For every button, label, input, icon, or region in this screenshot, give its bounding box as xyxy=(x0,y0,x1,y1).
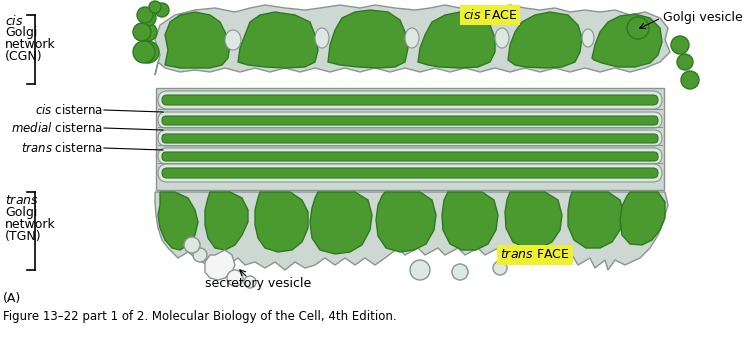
Text: network: network xyxy=(5,38,56,51)
Polygon shape xyxy=(620,192,665,245)
FancyBboxPatch shape xyxy=(158,148,662,164)
Polygon shape xyxy=(155,192,668,270)
Polygon shape xyxy=(508,12,582,68)
Circle shape xyxy=(139,23,157,41)
Circle shape xyxy=(137,7,153,23)
Text: $\it{trans}$ cisterna: $\it{trans}$ cisterna xyxy=(21,141,103,155)
FancyBboxPatch shape xyxy=(162,168,658,178)
Text: Figure 13–22 part 1 of 2. Molecular Biology of the Cell, 4th Edition.: Figure 13–22 part 1 of 2. Molecular Biol… xyxy=(3,310,397,323)
Polygon shape xyxy=(205,250,235,280)
Text: $\it{trans}$ FACE: $\it{trans}$ FACE xyxy=(500,248,570,262)
Polygon shape xyxy=(418,12,495,68)
Circle shape xyxy=(677,54,693,70)
Circle shape xyxy=(133,23,151,41)
Text: $\it{cis}$: $\it{cis}$ xyxy=(5,14,24,28)
Circle shape xyxy=(681,71,699,89)
Text: $\it{medial}$ cisterna: $\it{medial}$ cisterna xyxy=(11,121,103,135)
FancyBboxPatch shape xyxy=(158,112,662,128)
Circle shape xyxy=(137,41,159,63)
Circle shape xyxy=(227,270,243,286)
FancyBboxPatch shape xyxy=(162,152,658,161)
Ellipse shape xyxy=(495,28,509,48)
Circle shape xyxy=(671,36,689,54)
Polygon shape xyxy=(255,192,308,252)
Circle shape xyxy=(628,18,648,38)
Polygon shape xyxy=(238,12,318,68)
Polygon shape xyxy=(328,10,408,68)
Text: (A): (A) xyxy=(3,292,22,305)
Text: $\it{cis}$ FACE: $\it{cis}$ FACE xyxy=(463,8,517,22)
Polygon shape xyxy=(205,192,248,250)
Text: network: network xyxy=(5,218,56,231)
Text: Golgi vesicle: Golgi vesicle xyxy=(663,11,743,24)
Polygon shape xyxy=(442,192,498,250)
Text: $\it{cis}$ cisterna: $\it{cis}$ cisterna xyxy=(35,103,103,117)
FancyBboxPatch shape xyxy=(162,134,658,143)
Polygon shape xyxy=(155,5,670,75)
Text: $\it{trans}$: $\it{trans}$ xyxy=(5,194,39,207)
Text: (TGN): (TGN) xyxy=(5,230,42,243)
Polygon shape xyxy=(310,192,372,254)
FancyBboxPatch shape xyxy=(158,91,662,109)
FancyBboxPatch shape xyxy=(158,130,662,146)
Circle shape xyxy=(155,3,169,17)
Circle shape xyxy=(149,1,161,13)
Text: (CGN): (CGN) xyxy=(5,50,42,63)
Polygon shape xyxy=(568,192,624,248)
Circle shape xyxy=(244,276,256,288)
Circle shape xyxy=(140,10,156,26)
Polygon shape xyxy=(165,12,230,68)
Text: Golgi: Golgi xyxy=(5,26,37,39)
FancyBboxPatch shape xyxy=(162,95,658,105)
Circle shape xyxy=(184,237,200,253)
Polygon shape xyxy=(592,14,662,67)
FancyBboxPatch shape xyxy=(162,116,658,125)
Ellipse shape xyxy=(225,30,241,50)
Circle shape xyxy=(410,260,430,280)
Circle shape xyxy=(493,261,507,275)
Circle shape xyxy=(452,264,468,280)
Polygon shape xyxy=(156,88,664,190)
Polygon shape xyxy=(505,192,562,248)
Polygon shape xyxy=(376,192,436,252)
Circle shape xyxy=(193,248,207,262)
Circle shape xyxy=(133,41,155,63)
Text: Golgi: Golgi xyxy=(5,206,37,219)
Ellipse shape xyxy=(582,29,594,47)
FancyBboxPatch shape xyxy=(158,164,662,182)
Circle shape xyxy=(627,17,649,39)
Ellipse shape xyxy=(315,28,329,48)
Text: secretory vesicle: secretory vesicle xyxy=(205,276,311,289)
Polygon shape xyxy=(158,192,198,250)
Ellipse shape xyxy=(405,28,419,48)
